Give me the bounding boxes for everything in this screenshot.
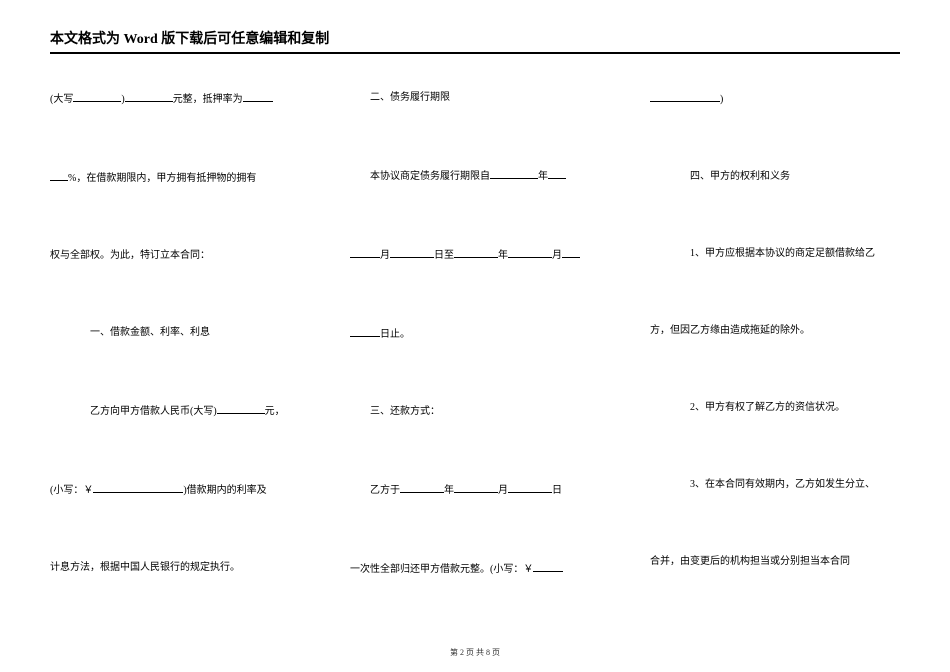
- text: 计息方法，根据中国人民银行的规定执行。: [50, 562, 240, 573]
- text: 方，但因乙方缘由造成拖延的除外。: [650, 325, 810, 336]
- blank-field: [562, 246, 580, 258]
- blank-field: [400, 481, 444, 493]
- blank-field: [243, 90, 273, 102]
- text: (小写：￥: [50, 485, 93, 496]
- col2-line7: 一次性全部归还甲方借款元整。(小写：￥: [350, 560, 600, 577]
- blank-field: [93, 481, 183, 493]
- blank-field: [454, 246, 498, 258]
- blank-field: [548, 167, 566, 179]
- blank-field: [73, 90, 121, 102]
- col3-line3: 1、甲方应根据本协议的商定足额借款给乙: [650, 246, 900, 261]
- text: ): [720, 94, 723, 105]
- text: 日至: [434, 250, 454, 261]
- col3-line5: 2、甲方有权了解乙方的资信状况。: [650, 400, 900, 415]
- text: 一、借款金额、利率、利息: [90, 327, 210, 338]
- text: 二、债务履行期限: [370, 92, 450, 103]
- column-3: ) 四、甲方的权利和义务 1、甲方应根据本协议的商定足额借款给乙 方，但因乙方缘…: [650, 90, 900, 577]
- col2-line5: 三、还款方式：: [350, 404, 600, 419]
- text: 日止。: [380, 329, 410, 340]
- text: 合并，由变更后的机构担当或分别担当本合同: [650, 556, 850, 567]
- col2-line3: 月 日至 年 月: [350, 246, 600, 263]
- text: 元整，抵押率为: [173, 94, 243, 105]
- blank-field: [350, 325, 380, 337]
- col3-line7: 合并，由变更后的机构担当或分别担当本合同: [650, 554, 900, 569]
- blank-field: [217, 402, 265, 414]
- blank-field: [454, 481, 498, 493]
- text: 年: [498, 250, 508, 261]
- text: 乙方向甲方借款人民币(大写): [90, 406, 217, 417]
- col2-line1: 二、债务履行期限: [350, 90, 600, 105]
- text: )借款期内的利率及: [183, 485, 266, 496]
- blank-field: [490, 167, 538, 179]
- text: 元，: [265, 406, 285, 417]
- blank-field: [508, 481, 552, 493]
- text: 3、在本合同有效期内，乙方如发生分立、: [690, 479, 875, 490]
- col1-line1: (大写)元整，抵押率为: [50, 90, 300, 107]
- blank-field: [125, 90, 173, 102]
- text: %，在借款期限内，甲方拥有抵押物的拥有: [68, 173, 256, 184]
- text: 四、甲方的权利和义务: [690, 171, 790, 182]
- col1-line7: 计息方法，根据中国人民银行的规定执行。: [50, 560, 300, 575]
- text: 一次性全部归还甲方借款元整。(小写：￥: [350, 564, 533, 575]
- col1-line4: 一、借款金额、利率、利息: [50, 325, 300, 340]
- text: 1、甲方应根据本协议的商定足额借款给乙: [690, 248, 875, 259]
- col3-line2: 四、甲方的权利和义务: [650, 169, 900, 184]
- col2-line2: 本协议商定债务履行期限自 年: [350, 167, 600, 184]
- blank-field: [650, 90, 720, 102]
- blank-field: [508, 246, 552, 258]
- col1-line6: (小写：￥ )借款期内的利率及: [50, 481, 300, 498]
- text: (大写: [50, 94, 73, 105]
- text: 三、还款方式：: [370, 406, 440, 417]
- document-header: 本文格式为 Word 版下载后可任意编辑和复制: [50, 28, 900, 54]
- page-footer: 第 2 页 共 8 页: [0, 647, 950, 658]
- col3-line1: ): [650, 90, 900, 107]
- blank-field: [350, 246, 380, 258]
- column-2: 二、债务履行期限 本协议商定债务履行期限自年 月日至年月 日止。 三、还款方式：…: [350, 90, 600, 577]
- text: 年: [444, 485, 454, 496]
- text: 年: [538, 171, 548, 182]
- col2-line4: 日止。: [350, 325, 600, 342]
- column-1: (大写)元整，抵押率为 %，在借款期限内，甲方拥有抵押物的拥有 权与全部权。为此…: [50, 90, 300, 577]
- blank-field: [390, 246, 434, 258]
- text: 乙方于: [370, 485, 400, 496]
- col1-line2: %，在借款期限内，甲方拥有抵押物的拥有: [50, 169, 300, 186]
- text: 月: [498, 485, 508, 496]
- text: 2、甲方有权了解乙方的资信状况。: [690, 402, 845, 413]
- blank-field: [50, 169, 68, 181]
- col1-line5: 乙方向甲方借款人民币(大写) 元，: [50, 402, 300, 419]
- text: 日: [552, 485, 562, 496]
- header-title: 本文格式为 Word 版下载后可任意编辑和复制: [50, 32, 329, 47]
- text: 月: [552, 250, 562, 261]
- col1-line3: 权与全部权。为此，特订立本合同：: [50, 248, 300, 263]
- col3-line4: 方，但因乙方缘由造成拖延的除外。: [650, 323, 900, 338]
- col2-line6: 乙方于 年 月 日: [350, 481, 600, 498]
- content-columns: (大写)元整，抵押率为 %，在借款期限内，甲方拥有抵押物的拥有 权与全部权。为此…: [50, 90, 900, 577]
- text: 月: [380, 250, 390, 261]
- blank-field: [533, 560, 563, 572]
- text: 权与全部权。为此，特订立本合同：: [50, 250, 210, 261]
- col3-line6: 3、在本合同有效期内，乙方如发生分立、: [650, 477, 900, 492]
- text: 本协议商定债务履行期限自: [370, 171, 490, 182]
- footer-text: 第 2 页 共 8 页: [450, 648, 500, 657]
